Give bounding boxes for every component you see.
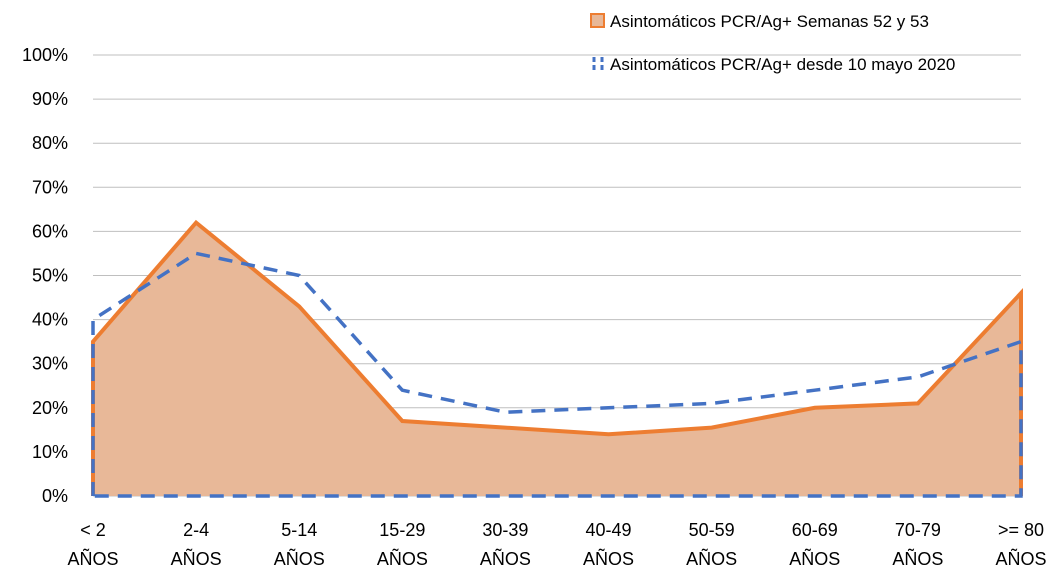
y-tick-label: 40% xyxy=(32,310,68,330)
x-tick-label: AÑOS xyxy=(686,548,737,569)
series-line-0 xyxy=(91,219,1023,496)
y-tick-label: 90% xyxy=(32,89,68,109)
series-layer xyxy=(91,219,1023,498)
x-tick-label: < 2 xyxy=(80,520,106,540)
x-tick-label: AÑOS xyxy=(67,548,118,569)
x-tick-label: 30-39 xyxy=(482,520,528,540)
y-tick-label: 10% xyxy=(32,442,68,462)
x-tick-label: AÑOS xyxy=(995,548,1046,569)
x-tick-label: 60-69 xyxy=(792,520,838,540)
y-tick-label: 60% xyxy=(32,221,68,241)
x-tick-label: 50-59 xyxy=(689,520,735,540)
series-area-0 xyxy=(93,222,1021,496)
y-tick-label: 80% xyxy=(32,133,68,153)
legend-swatch-area xyxy=(590,13,605,28)
x-tick-label: AÑOS xyxy=(377,548,428,569)
x-tick-label: AÑOS xyxy=(789,548,840,569)
x-tick-label: 5-14 xyxy=(281,520,317,540)
x-tick-label: AÑOS xyxy=(583,548,634,569)
x-tick-label: AÑOS xyxy=(274,548,325,569)
x-axis: < 2 AÑOS 2-4 AÑOS 5-14 AÑOS 15-29 AÑOS 30-39 AÑOS… xyxy=(67,520,1046,569)
y-tick-label: 100% xyxy=(22,45,68,65)
series-line-1 xyxy=(91,251,1023,498)
legend-label: Asintomáticos PCR/Ag+ desde 10 mayo 2020 xyxy=(610,55,955,74)
x-tick-label: >= 80 xyxy=(998,520,1044,540)
x-tick-label: 70-79 xyxy=(895,520,941,540)
x-tick-label: AÑOS xyxy=(480,548,531,569)
y-tick-label: 20% xyxy=(32,398,68,418)
x-tick-label: 15-29 xyxy=(379,520,425,540)
y-tick-label: 70% xyxy=(32,177,68,197)
x-tick-label: AÑOS xyxy=(892,548,943,569)
x-tick-label: 40-49 xyxy=(586,520,632,540)
legend: Asintomáticos PCR/Ag+ Semanas 52 y 53 Asi… xyxy=(590,12,955,74)
legend-label: Asintomáticos PCR/Ag+ Semanas 52 y 53 xyxy=(610,12,929,31)
y-tick-label: 50% xyxy=(32,266,68,286)
y-tick-label: 0% xyxy=(42,486,68,506)
x-tick-label: AÑOS xyxy=(171,548,222,569)
x-tick-label: 2-4 xyxy=(183,520,209,540)
y-axis: 0% 10% 20% 30% 40% 50% 60% 70% 80% 90% 100% xyxy=(22,45,68,506)
y-tick-label: 30% xyxy=(32,354,68,374)
